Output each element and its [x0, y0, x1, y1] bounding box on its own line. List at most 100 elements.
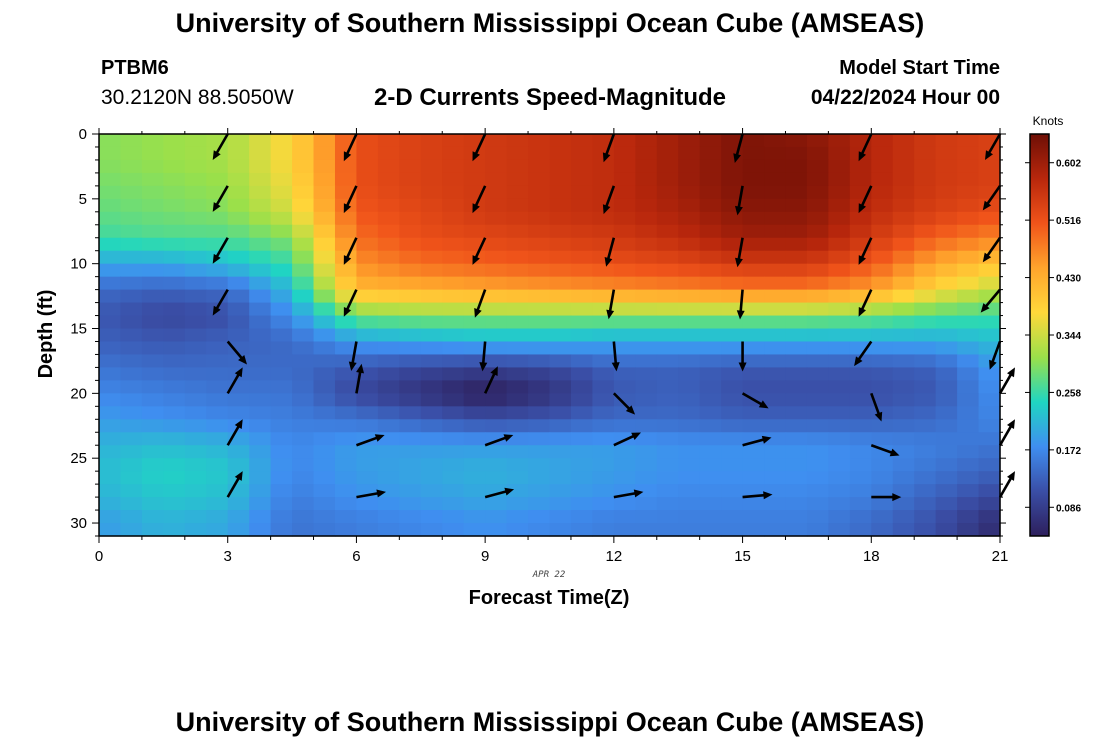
heatmap-cell [699, 134, 722, 148]
heatmap-cell [141, 302, 164, 317]
heatmap-cell [463, 367, 486, 381]
heatmap-cell [270, 471, 293, 485]
heatmap-cell [249, 471, 272, 485]
heatmap-cell [163, 159, 186, 174]
heatmap-cell [292, 211, 315, 226]
heatmap-cell [935, 354, 958, 369]
heatmap-cell [485, 276, 508, 291]
heatmap-cell [635, 315, 658, 330]
heatmap-cell [914, 367, 937, 381]
heatmap-cell [892, 302, 915, 317]
heatmap-cell [721, 510, 744, 524]
heatmap-cell [506, 159, 529, 174]
heatmap-cell [249, 432, 272, 446]
heatmap-cell [570, 406, 593, 420]
heatmap-cell [442, 211, 465, 226]
heatmap-cell [764, 237, 787, 252]
heatmap-cell [292, 276, 315, 291]
heatmap-cell [656, 328, 679, 343]
heatmap-cell [892, 159, 915, 174]
heatmap-cell [506, 211, 529, 226]
heatmap-cell [957, 302, 980, 317]
heatmap-cell [420, 445, 443, 459]
heatmap-cell [828, 224, 851, 239]
heatmap-cell [721, 224, 744, 239]
heatmap-cell [721, 134, 744, 148]
heatmap-cell [528, 458, 551, 472]
heatmap-cell [549, 341, 572, 356]
heatmap-cell [742, 198, 765, 213]
heatmap-cell [184, 224, 207, 239]
current-vector [343, 185, 358, 214]
heatmap-cell [99, 432, 122, 446]
heatmap-cell [399, 134, 422, 148]
heatmap-cell [163, 406, 186, 420]
heatmap-cell [785, 497, 808, 511]
heatmap-cell [871, 198, 894, 213]
current-vector [472, 237, 487, 265]
heatmap-cell [828, 510, 851, 524]
heatmap-cell [656, 471, 679, 485]
heatmap-cell [377, 224, 400, 239]
heatmap-cell [356, 211, 379, 226]
heatmap-cell [592, 458, 615, 472]
heatmap-cell [227, 458, 250, 472]
heatmap-cell [463, 172, 486, 187]
heatmap-cell [506, 341, 529, 356]
heatmap-cell [721, 497, 744, 511]
heatmap-cell [849, 445, 872, 459]
heatmap-cell [506, 445, 529, 459]
heatmap-cell [914, 393, 937, 407]
heatmap-cell [935, 250, 958, 265]
colorbar: Knots 0.086 0.172 0.258 0.344 0.430 0.516 0.60… [1025, 114, 1081, 537]
heatmap-cell [99, 406, 122, 420]
heatmap-cell [656, 198, 679, 213]
heatmap-cell [849, 471, 872, 485]
heatmap-cell [442, 134, 465, 148]
plot-frame [98, 133, 1001, 537]
heatmap-cell [463, 276, 486, 291]
heatmap-cell [442, 419, 465, 433]
y-axis-label: Depth (ft) [35, 290, 57, 379]
current-vector [735, 185, 744, 216]
heatmap-cell [292, 484, 315, 498]
heatmap-cell [313, 237, 336, 252]
heatmap-cell [292, 198, 315, 213]
heatmap-cell [270, 315, 293, 330]
heatmap-cell [828, 198, 851, 213]
heatmap-cell [334, 315, 358, 330]
heatmap-cell [871, 172, 894, 187]
heatmap-cell [764, 354, 787, 369]
heatmap-cell [892, 458, 915, 472]
heatmap-cell [377, 458, 400, 472]
heatmap-cell [292, 172, 315, 187]
heatmap-cell [656, 341, 679, 356]
heatmap-cell [313, 341, 336, 356]
heatmap-cell [163, 432, 186, 446]
heatmap-cell [420, 523, 443, 537]
heatmap-cell [292, 523, 315, 537]
heatmap-cell [292, 380, 315, 394]
heatmap-cell [806, 328, 829, 343]
heatmap-cell [592, 484, 615, 498]
heatmap-cell [485, 471, 508, 485]
heatmap-cell [334, 276, 358, 291]
current-vector [212, 185, 229, 212]
station-coordinates: 30.2120N 88.5050W [101, 86, 294, 109]
heatmap-cell [206, 367, 229, 381]
heatmap-cell [420, 354, 443, 369]
heatmap-cell [249, 237, 272, 252]
heatmap-cell [678, 406, 701, 420]
current-vector [472, 133, 487, 162]
heatmap-cell [549, 146, 572, 161]
heatmap-cell [141, 159, 164, 174]
x-tick-label: 12 [606, 548, 623, 565]
heatmap-cell [356, 341, 379, 356]
heatmap-cell [399, 224, 422, 239]
current-vector [484, 487, 515, 499]
heatmap-cell [377, 211, 400, 226]
heatmap-cell [420, 432, 443, 446]
heatmap-cell [935, 328, 958, 343]
heatmap-cell [313, 146, 336, 161]
heatmap-cell [463, 510, 486, 524]
